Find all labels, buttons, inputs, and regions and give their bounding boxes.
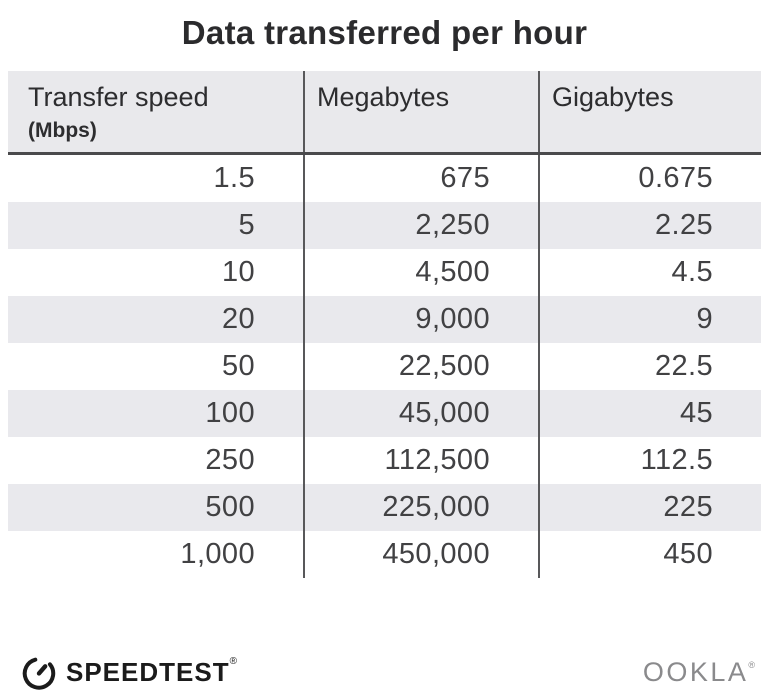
column-header-sublabel: (Mbps) xyxy=(28,119,97,142)
table-row: 1.5 675 0.675 xyxy=(8,155,761,202)
cell-gigabytes: 9 xyxy=(538,296,761,343)
ookla-wordmark: OOKLA xyxy=(642,656,749,687)
column-header-gigabytes: Gigabytes xyxy=(538,71,761,152)
column-header-transfer-speed: Transfer speed (Mbps) xyxy=(8,71,303,152)
table-row: 500 225,000 225 xyxy=(8,484,761,531)
cell-megabytes: 4,500 xyxy=(303,249,538,296)
cell-gigabytes: 0.675 xyxy=(538,155,761,202)
table-row: 1,000 450,000 450 xyxy=(8,531,761,578)
cell-speed: 500 xyxy=(205,491,255,523)
cell-gigabytes: 2.25 xyxy=(538,202,761,249)
page-title: Data transferred per hour xyxy=(181,14,588,51)
ookla-logo: OOKLA ® xyxy=(643,657,755,688)
cell-megabytes: 225,000 xyxy=(303,484,538,531)
table-row: 20 9,000 9 xyxy=(8,296,761,343)
data-table: Transfer speed (Mbps) Megabytes Gigabyte… xyxy=(8,71,761,578)
cell-speed: 50 xyxy=(221,350,255,382)
speedtest-logo: SPEEDTEST ® xyxy=(20,653,237,691)
footer: SPEEDTEST ® OOKLA ® xyxy=(20,650,755,694)
cell-megabytes: 22,500 xyxy=(303,343,538,390)
cell-speed: 250 xyxy=(205,444,255,476)
speedtest-wordmark: SPEEDTEST xyxy=(66,656,230,687)
cell-megabytes: 675 xyxy=(303,155,538,202)
cell-megabytes: 9,000 xyxy=(303,296,538,343)
table-row: 250 112,500 112.5 xyxy=(8,437,761,484)
table-row: 10 4,500 4.5 xyxy=(8,249,761,296)
cell-gigabytes: 45 xyxy=(538,390,761,437)
table-row: 100 45,000 45 xyxy=(8,390,761,437)
cell-gigabytes: 4.5 xyxy=(538,249,761,296)
cell-gigabytes: 112.5 xyxy=(538,437,761,484)
cell-speed: 20 xyxy=(221,303,255,335)
cell-speed: 100 xyxy=(205,397,255,429)
column-header-label: Megabytes xyxy=(317,82,450,112)
column-header-megabytes: Megabytes xyxy=(303,71,538,152)
cell-speed: 1,000 xyxy=(180,538,255,570)
column-header-label: Transfer speed xyxy=(28,82,209,112)
speedtest-gauge-icon xyxy=(22,657,56,690)
column-header-label: Gigabytes xyxy=(552,82,674,112)
cell-megabytes: 112,500 xyxy=(303,437,538,484)
table-body: 1.5 675 0.675 5 2,250 2.25 10 4,500 4.5 … xyxy=(8,155,761,578)
registered-mark-icon: ® xyxy=(229,656,237,667)
cell-speed: 10 xyxy=(221,256,255,288)
table-row: 5 2,250 2.25 xyxy=(8,202,761,249)
registered-mark-icon: ® xyxy=(748,659,755,670)
cell-megabytes: 2,250 xyxy=(303,202,538,249)
table-row: 50 22,500 22.5 xyxy=(8,343,761,390)
cell-speed: 1.5 xyxy=(213,162,255,194)
cell-gigabytes: 225 xyxy=(538,484,761,531)
cell-megabytes: 45,000 xyxy=(303,390,538,437)
table-header-row: Transfer speed (Mbps) Megabytes Gigabyte… xyxy=(8,71,761,155)
cell-gigabytes: 450 xyxy=(538,531,761,578)
cell-speed: 5 xyxy=(238,209,255,241)
cell-gigabytes: 22.5 xyxy=(538,343,761,390)
cell-megabytes: 450,000 xyxy=(303,531,538,578)
